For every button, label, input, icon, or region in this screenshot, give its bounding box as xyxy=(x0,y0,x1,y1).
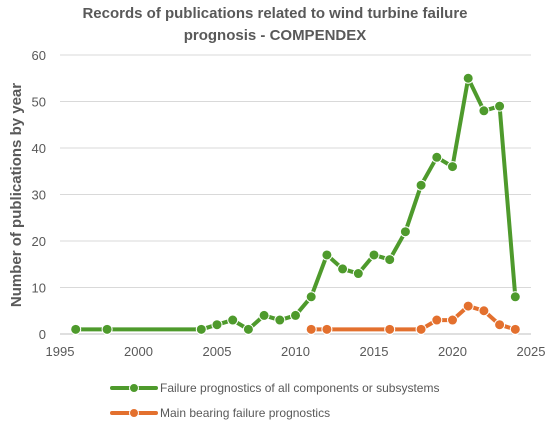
data-point-series-2-2020 xyxy=(447,314,458,326)
data-point-series-1-2023 xyxy=(494,100,506,112)
chart-title-line-1: Records of publications related to wind … xyxy=(82,5,467,22)
data-point-series-1-1996 xyxy=(70,323,82,335)
data-point-series-1-2010 xyxy=(290,309,301,321)
chart-title-line-2: prognosis - COMPENDEX xyxy=(184,27,367,44)
data-point-series-2-2019 xyxy=(431,314,443,326)
series-line-2 xyxy=(309,304,518,332)
y-tick-label-20: 20 xyxy=(32,234,46,249)
data-point-series-1-2019 xyxy=(431,151,443,163)
x-tick-label-2015: 2015 xyxy=(360,344,389,359)
data-point-series-2-2023 xyxy=(494,319,506,331)
legend-marker-2 xyxy=(129,408,139,418)
data-point-series-2-2024 xyxy=(509,323,521,335)
legend: Failure prognostics of all components or… xyxy=(110,381,439,420)
series-line-1 xyxy=(73,76,518,332)
legend-label-1: Failure prognostics of all components or… xyxy=(160,381,439,395)
y-tick-label-0: 0 xyxy=(39,327,46,342)
data-point-series-1-2007 xyxy=(242,323,254,335)
legend-label-2: Main bearing failure prognostics xyxy=(160,406,330,420)
legend-marker-1 xyxy=(129,383,139,393)
series-layer xyxy=(70,72,521,335)
data-point-series-1-2004 xyxy=(195,323,207,335)
gridlines xyxy=(60,54,531,288)
data-point-series-1-2011 xyxy=(305,291,317,303)
x-tick-labels: 1995 2000 2005 2010 2015 2020 2025 xyxy=(46,344,546,359)
data-point-series-1-2013 xyxy=(337,263,349,275)
x-tick-label-1995: 1995 xyxy=(46,344,75,359)
data-point-series-1-2024 xyxy=(509,291,521,303)
y-tick-label-50: 50 xyxy=(32,95,46,110)
data-point-series-2-2011 xyxy=(305,323,317,335)
data-point-series-1-2008 xyxy=(258,309,270,321)
y-tick-label-10: 10 xyxy=(32,281,46,296)
data-point-series-2-2016 xyxy=(384,323,396,335)
data-point-series-1-2018 xyxy=(415,179,427,191)
data-point-series-1-2015 xyxy=(368,249,380,261)
data-point-series-1-2005 xyxy=(211,319,223,331)
data-point-series-1-2020 xyxy=(447,161,458,173)
x-tick-label-2025: 2025 xyxy=(517,344,546,359)
data-point-series-1-2012 xyxy=(321,249,333,261)
x-tick-label-2005: 2005 xyxy=(203,344,232,359)
x-tick-label-2000: 2000 xyxy=(124,344,153,359)
data-point-series-1-2016 xyxy=(384,254,396,266)
data-point-series-2-2018 xyxy=(415,323,427,335)
data-point-series-1-2021 xyxy=(462,72,474,84)
x-tick-label-2020: 2020 xyxy=(438,344,467,359)
x-tick-label-2010: 2010 xyxy=(281,344,310,359)
data-point-series-2-2021 xyxy=(462,300,474,312)
y-tick-label-60: 60 xyxy=(32,48,46,63)
y-tick-label-30: 30 xyxy=(32,188,46,203)
data-point-series-2-2022 xyxy=(478,305,490,317)
y-axis-title: Number of publications by year xyxy=(8,83,25,307)
data-point-series-1-2006 xyxy=(227,314,239,326)
data-point-series-1-2017 xyxy=(399,226,411,238)
data-point-series-1-2022 xyxy=(478,105,490,117)
data-point-series-1-2014 xyxy=(352,268,364,280)
data-point-series-2-2012 xyxy=(321,323,333,335)
y-tick-label-40: 40 xyxy=(32,141,46,156)
data-point-series-1-2009 xyxy=(274,314,286,326)
y-tick-labels: 0 10 20 30 40 50 60 xyxy=(32,48,46,342)
data-point-series-1-1998 xyxy=(101,323,113,335)
